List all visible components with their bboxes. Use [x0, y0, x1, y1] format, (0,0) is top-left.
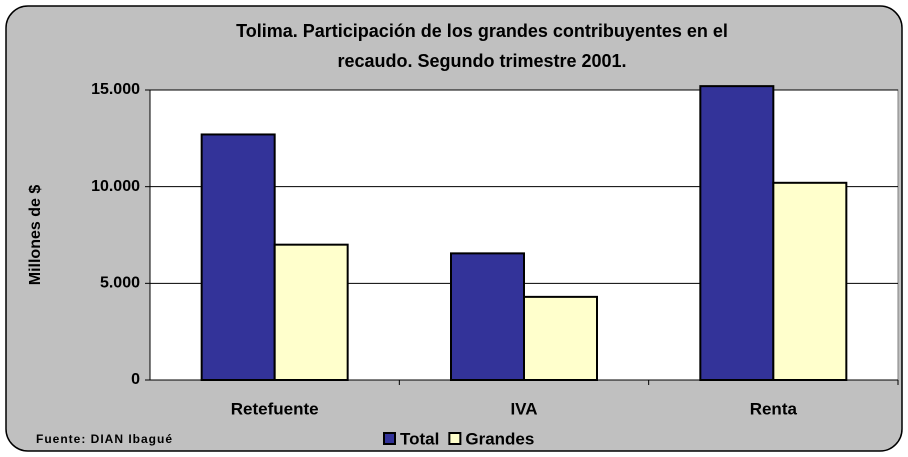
chart-title: recaudo. Segundo trimestre 2001.	[337, 51, 626, 71]
bar	[523, 295, 598, 381]
legend-swatch	[383, 432, 396, 445]
bar	[273, 243, 349, 381]
chart-title: Tolima. Participación de los grandes con…	[236, 21, 728, 41]
y-tick-label: 0	[131, 371, 140, 388]
bar	[450, 252, 525, 381]
x-tick-label: IVA	[510, 399, 537, 418]
bar	[200, 133, 276, 381]
y-tick-label: 5.000	[100, 275, 140, 292]
source-note: Fuente: DIAN Ibagué	[36, 432, 173, 446]
x-tick-label: Renta	[750, 399, 798, 418]
bar	[772, 181, 848, 381]
y-tick-label: 15.000	[91, 81, 140, 98]
legend-label: Grandes	[465, 429, 534, 448]
legend-swatch	[448, 432, 462, 445]
legend-label: Total	[400, 429, 439, 448]
bar	[699, 85, 775, 381]
y-axis-label: Millones de $	[27, 185, 44, 286]
x-tick-label: Retefuente	[231, 399, 319, 418]
y-tick-label: 10.000	[91, 178, 140, 195]
